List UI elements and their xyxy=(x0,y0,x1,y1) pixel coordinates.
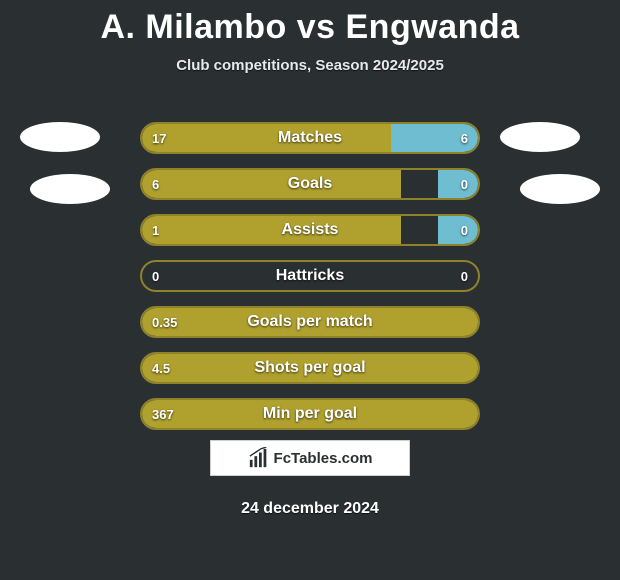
bar-label: Hattricks xyxy=(142,262,478,290)
bar-left-fill xyxy=(142,308,478,336)
logo-text: FcTables.com xyxy=(274,450,373,467)
stat-bar: 4.5Shots per goal xyxy=(140,352,480,384)
stat-bar: 176Matches xyxy=(140,122,480,154)
player-avatar xyxy=(30,174,110,204)
stat-bar: 0.35Goals per match xyxy=(140,306,480,338)
subtitle: Club competitions, Season 2024/2025 xyxy=(0,57,620,74)
bar-left-value: 4.5 xyxy=(152,354,170,382)
player-avatar xyxy=(500,122,580,152)
comparison-bars: 176Matches60Goals10Assists00Hattricks0.3… xyxy=(140,122,480,444)
bar-left-value: 367 xyxy=(152,400,174,428)
bar-left-value: 17 xyxy=(152,124,166,152)
bar-right-fill xyxy=(438,170,478,198)
bar-left-value: 0 xyxy=(152,262,159,290)
chart-icon xyxy=(248,447,270,469)
stat-bar: 0 0Hattricks xyxy=(140,260,480,292)
bar-left-fill xyxy=(142,170,401,198)
bar-left-value: 6 xyxy=(152,170,159,198)
bar-left-fill xyxy=(142,216,401,244)
bar-right-fill xyxy=(438,216,478,244)
bar-left-value: 0.35 xyxy=(152,308,177,336)
player-avatar xyxy=(20,122,100,152)
stat-bar: 60Goals xyxy=(140,168,480,200)
bar-right-value: 0 xyxy=(461,170,468,198)
bar-left-fill xyxy=(142,354,478,382)
stat-bar: 367Min per goal xyxy=(140,398,480,430)
bar-right-value: 6 xyxy=(461,124,468,152)
bar-left-fill xyxy=(142,124,391,152)
date-label: 24 december 2024 xyxy=(0,500,620,518)
bar-right-value: 0 xyxy=(461,216,468,244)
bar-left-fill xyxy=(142,400,478,428)
stat-bar: 10Assists xyxy=(140,214,480,246)
page-title: A. Milambo vs Engwanda xyxy=(0,0,620,47)
bar-left-value: 1 xyxy=(152,216,159,244)
site-logo: FcTables.com xyxy=(210,440,410,476)
player-avatar xyxy=(520,174,600,204)
bar-right-value: 0 xyxy=(461,262,468,290)
